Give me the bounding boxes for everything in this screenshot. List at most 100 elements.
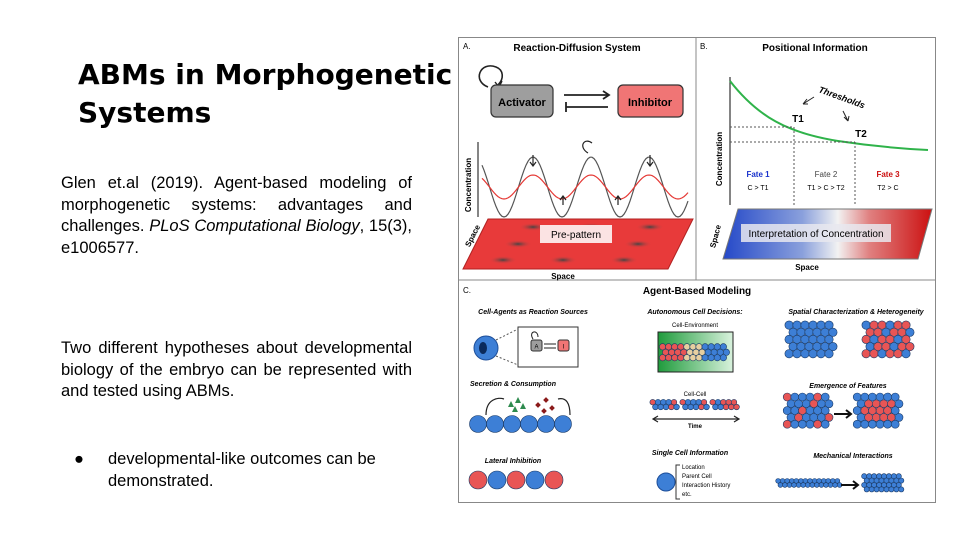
env-cell (659, 354, 667, 362)
autonomous-label: Autonomous Cell Decisions: (646, 309, 742, 316)
lateral-cell (487, 470, 507, 490)
env-cell (689, 354, 697, 362)
spatial-cell (824, 334, 834, 344)
emergence-after-cell (875, 419, 885, 429)
cell-cell-cell (652, 403, 659, 411)
spatial-mixed-cell (885, 349, 895, 359)
lateral-cell (544, 470, 564, 490)
secretion-arrow (485, 397, 505, 416)
secretion-label: Secretion & Consumption (470, 381, 556, 388)
mechanical-chain (775, 478, 843, 488)
panel-a-title: Reaction-Diffusion System (513, 43, 640, 54)
bullet-item: ● developmental-like outcomes can be demo… (74, 449, 414, 492)
emergence-after-cell (852, 419, 862, 429)
spatial-mixed-cell (877, 349, 887, 359)
mechanical-chain-cell (834, 478, 841, 484)
env-cell (719, 343, 727, 351)
mechanical-chain-cell (832, 482, 838, 488)
env-cell (701, 354, 709, 362)
agent-self-loop (531, 331, 539, 340)
panel-c-title: Agent-Based Modeling (643, 286, 751, 297)
cell-cell-cell (733, 403, 740, 411)
mechanical-chain-cell (782, 482, 788, 488)
panel-c-letter: C. (463, 286, 471, 295)
info-item-2: Interaction History (682, 483, 730, 489)
emergence-cell (824, 413, 834, 422)
prepattern-label-bg (540, 225, 612, 243)
secretion-cell (486, 415, 504, 433)
wave-arrows (529, 140, 654, 205)
activator-self-loop (478, 65, 504, 88)
figure-svg: A. Reaction-Diffusion System Activator I… (458, 37, 936, 503)
emergence-before (782, 392, 834, 429)
fate1-label: Fate 1 (746, 170, 770, 179)
mechanical-clump-cell (863, 486, 870, 493)
cell-cell-cell (692, 403, 700, 411)
secretion-cell (503, 415, 521, 433)
cell-cell-cell (728, 403, 735, 411)
emergence-cell (805, 419, 815, 429)
cell-cell-cell (712, 403, 719, 411)
mechanical-chain-cell (827, 482, 834, 488)
cell-cell-cell (687, 403, 694, 411)
mechanical-clump-cell (883, 486, 890, 493)
slide-title: ABMs in Morphogenetic Systems (78, 56, 458, 132)
spatial-cell (784, 349, 794, 359)
mechanical-chain-cell (809, 482, 815, 488)
spatial-mixed-cell (905, 327, 915, 337)
panel-a-letter: A. (463, 42, 471, 51)
emergence-cell (782, 419, 792, 429)
consumption-arrow (557, 398, 571, 416)
cell-cell-cell (662, 403, 670, 411)
secretion-cell (469, 415, 487, 433)
secretion-cell (520, 415, 538, 433)
info-item-0: Location (682, 465, 705, 471)
prepattern-sheet (462, 218, 694, 270)
activator-wave (481, 156, 689, 218)
mechanical-clump-cell (895, 482, 902, 488)
bullet-list: ● developmental-like outcomes can be demo… (74, 449, 414, 492)
env-cell (695, 354, 703, 362)
inhibitor-label: Inhibitor (628, 97, 673, 109)
cell-cell-clusters (649, 399, 740, 411)
mechanical-chain-cell (786, 482, 793, 488)
mechanical-chain-cell (800, 482, 806, 488)
mechanical-clump-cell (898, 477, 905, 484)
env-cell (722, 348, 730, 356)
citation-volume: , 15(3), e1006577. (61, 217, 413, 257)
zoom-line-top (495, 328, 519, 341)
panel-a: A. Reaction-Diffusion System Activator I… (462, 42, 694, 281)
env-cell (707, 354, 715, 362)
citation-journal: PLoS Computational Biology (149, 217, 360, 235)
bullet-text: developmental-like outcomes can be demon… (108, 450, 376, 490)
mechanical-chain-cell (814, 482, 820, 488)
emergence-after-cell (868, 419, 877, 429)
emergence-after-cell (860, 419, 870, 429)
mechanical-clump-cell (873, 486, 880, 493)
spatial-mixed-cell (869, 349, 879, 359)
threshold-arrow-2 (842, 110, 850, 122)
cell-cell-cell (673, 403, 680, 411)
title-line-1: ABMs in Morphogenetic (78, 58, 453, 91)
emergence-cell (820, 392, 830, 402)
cell-cell-cell (717, 403, 724, 411)
panel-a-space-bottom: Space (551, 272, 575, 281)
emergence-cell (790, 419, 800, 429)
env-cell (677, 354, 685, 362)
info-item-3: etc. (682, 492, 692, 498)
cell-cell-cell (657, 403, 664, 411)
single-cell (656, 472, 676, 492)
emergence-label: Emergence of Features (809, 383, 887, 390)
citation-text: Glen et.al (2019). Agent-based modeling … (61, 174, 412, 235)
cell-cell-cell (730, 399, 738, 406)
panel-c: C. Agent-Based Modeling Cell-Agents as R… (463, 286, 925, 500)
morphogen-gradient-curve (729, 80, 929, 151)
title-line-2: Systems (78, 96, 212, 129)
prepattern-label: Pre-pattern (551, 230, 601, 241)
emergence-after (852, 392, 904, 429)
time-arrowheads (651, 415, 741, 423)
emergence-cell (824, 399, 834, 409)
cell-cell-cell (670, 399, 678, 406)
cell-env-label: Cell-Environment (672, 323, 718, 329)
